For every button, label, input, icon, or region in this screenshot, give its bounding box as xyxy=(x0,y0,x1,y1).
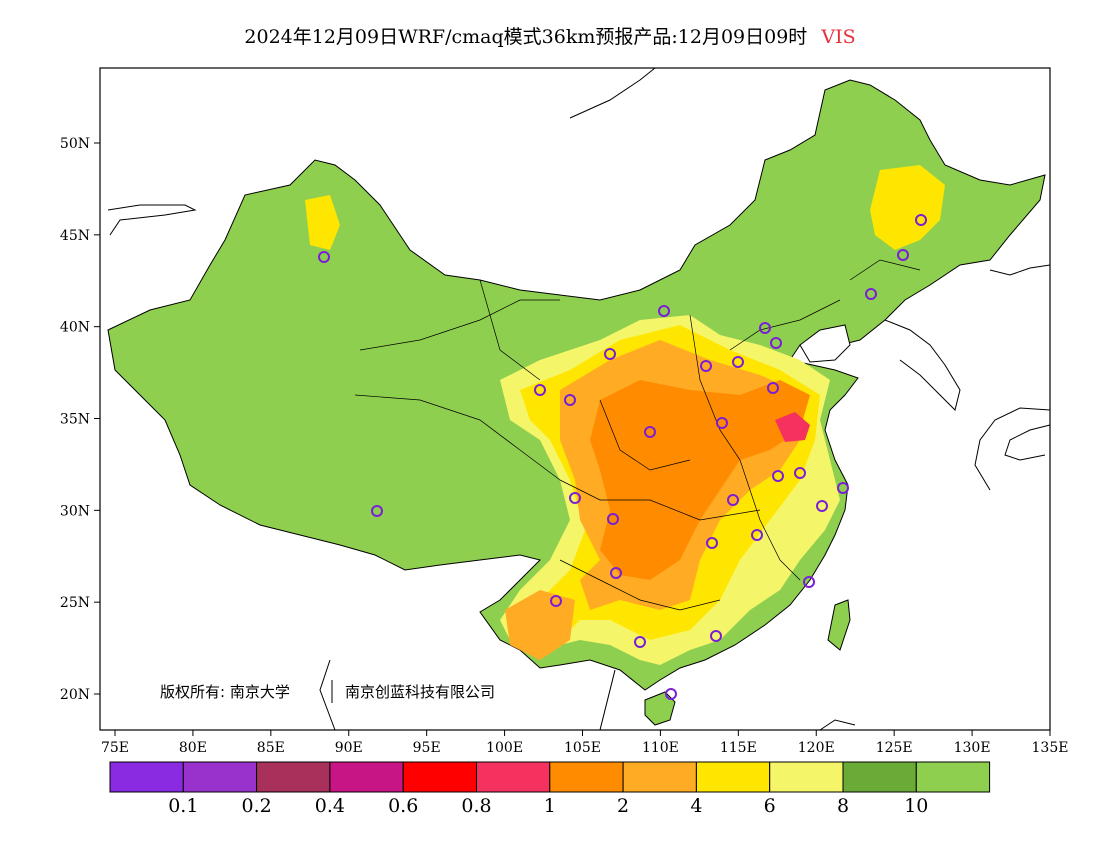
x-tick-label: 80E xyxy=(179,740,207,756)
station-marker xyxy=(658,305,670,317)
station-marker xyxy=(772,470,784,482)
x-tick-label: 100E xyxy=(486,740,523,756)
neighbor-coastlines xyxy=(107,67,1051,731)
station-marker xyxy=(727,494,739,506)
legend-label: 0.1 xyxy=(168,795,198,817)
station-marker xyxy=(550,595,562,607)
station-marker xyxy=(371,505,383,517)
station-marker xyxy=(710,630,722,642)
station-marker xyxy=(564,394,576,406)
station-marker xyxy=(803,576,815,588)
station-marker xyxy=(816,500,828,512)
hainan-island xyxy=(644,691,676,726)
station-marker xyxy=(767,382,779,394)
x-tick-label: 130E xyxy=(954,740,991,756)
station-marker xyxy=(865,288,877,300)
y-tick-label: 40N xyxy=(60,320,90,336)
legend-label: 1 xyxy=(544,795,556,817)
map-frame xyxy=(99,67,1051,731)
legend-swatch xyxy=(622,761,697,793)
station-marker xyxy=(569,492,581,504)
title-variable: VIS xyxy=(821,26,856,48)
station-marker xyxy=(700,360,712,372)
station-marker xyxy=(318,251,330,263)
station-marker xyxy=(644,426,656,438)
legend-swatch xyxy=(842,761,917,793)
bohai-sea xyxy=(799,324,851,363)
station-marker xyxy=(837,482,849,494)
legend-label: 2 xyxy=(617,795,629,817)
title-main: 2024年12月09日WRF/cmaq模式36km预报产品:12月09日09时 xyxy=(244,26,808,48)
legend-label: 4 xyxy=(690,795,702,817)
y-tick-label: 50N xyxy=(60,136,90,152)
x-tick-label: 75E xyxy=(101,740,129,756)
map-title: 2024年12月09日WRF/cmaq模式36km预报产品:12月09日09时 … xyxy=(0,22,1100,49)
y-tick-label: 45N xyxy=(60,228,90,244)
x-tick-label: 95E xyxy=(413,740,441,756)
legend-label: 8 xyxy=(837,795,849,817)
station-marker xyxy=(634,636,646,648)
legend-swatch xyxy=(402,761,478,793)
legend-colorbar xyxy=(109,761,991,793)
province-borders xyxy=(354,259,921,611)
legend-label: 0.4 xyxy=(315,795,345,817)
legend-label: 0.8 xyxy=(461,795,491,817)
station-markers xyxy=(318,214,927,700)
station-marker xyxy=(915,214,927,226)
legend-swatch xyxy=(182,761,258,793)
legend-swatch xyxy=(256,761,331,793)
vis-zone-northeast xyxy=(870,165,945,250)
copyright-left: 版权所有: 南京大学 xyxy=(160,683,290,701)
legend-label: 10 xyxy=(904,795,928,817)
vis-zone-southwest xyxy=(505,590,575,660)
x-tick-label: 90E xyxy=(335,740,363,756)
station-marker xyxy=(607,513,619,525)
station-marker xyxy=(759,322,771,334)
legend-swatch xyxy=(476,761,551,793)
station-marker xyxy=(610,567,622,579)
y-tick-label: 35N xyxy=(60,412,90,428)
station-marker xyxy=(716,417,728,429)
station-marker xyxy=(732,356,744,368)
x-axis: 75E 80E 85E 90E 95E 100E 105E 110E 115E 120E 125E 1… xyxy=(101,730,1069,756)
legend-label: 6 xyxy=(764,795,776,817)
station-marker xyxy=(751,529,763,541)
x-tick-label: 115E xyxy=(720,740,757,756)
x-tick-label: 110E xyxy=(642,740,679,756)
y-tick-label: 25N xyxy=(60,595,90,611)
y-tick-label: 20N xyxy=(60,687,90,703)
x-tick-label: 105E xyxy=(564,740,601,756)
vis-zone-xinjiang xyxy=(305,195,340,250)
legend-label: 0.2 xyxy=(241,795,271,817)
x-tick-label: 135E xyxy=(1032,740,1069,756)
x-tick-label: 125E xyxy=(876,740,913,756)
vis-zone-red xyxy=(775,412,810,442)
legend-swatch xyxy=(769,761,844,793)
legend-swatch xyxy=(109,761,184,793)
station-marker xyxy=(706,537,718,549)
legend-swatch xyxy=(549,761,624,793)
x-tick-label: 120E xyxy=(798,740,835,756)
legend-labels: 0.1 0.2 0.4 0.6 0.8 1 2 4 6 8 10 xyxy=(168,795,928,817)
station-marker xyxy=(665,688,677,700)
legend-swatch xyxy=(695,761,771,793)
x-tick-label: 85E xyxy=(257,740,285,756)
station-marker xyxy=(770,337,782,349)
legend-swatch xyxy=(915,761,991,793)
copyright-right: 南京创蓝科技有限公司 xyxy=(345,683,495,701)
station-marker xyxy=(794,467,806,479)
taiwan-island xyxy=(827,599,851,651)
station-marker xyxy=(604,348,616,360)
y-axis: 20N 25N 30N 35N 40N 45N 50N xyxy=(60,136,100,703)
station-marker xyxy=(897,249,909,261)
legend-swatch xyxy=(329,761,404,793)
y-tick-label: 30N xyxy=(60,503,90,519)
station-marker xyxy=(534,384,546,396)
legend-label: 0.6 xyxy=(388,795,418,817)
